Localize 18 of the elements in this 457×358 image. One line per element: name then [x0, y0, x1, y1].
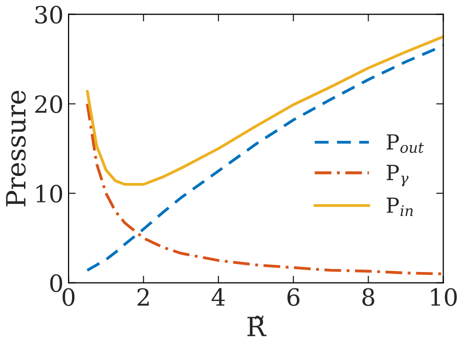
y-tick-label: 10 [36, 184, 62, 203]
x-tick-label: 6 [287, 288, 300, 306]
y-tick-label: 20 [35, 95, 62, 114]
legend-label: P$_{in}$ [386, 198, 413, 216]
y-tick-label: 30 [35, 6, 62, 24]
legend-label: P$_{γ}$ [386, 164, 408, 186]
x-tick-label: 0 [62, 288, 74, 306]
x-tick-label: 8 [362, 288, 374, 306]
x-axis-title: R̃ [247, 316, 266, 336]
y-tick-label: 0 [50, 274, 62, 292]
line-series [86, 44, 444, 272]
x-tick-label: 4 [212, 288, 225, 306]
line-series [86, 35, 444, 186]
line-series [86, 102, 444, 276]
legend-label: P$_{out}$ [386, 134, 424, 153]
x-tick-label: 10 [431, 288, 457, 306]
y-axis-title: Pressure [6, 90, 26, 206]
x-tick-label: 2 [138, 288, 149, 306]
